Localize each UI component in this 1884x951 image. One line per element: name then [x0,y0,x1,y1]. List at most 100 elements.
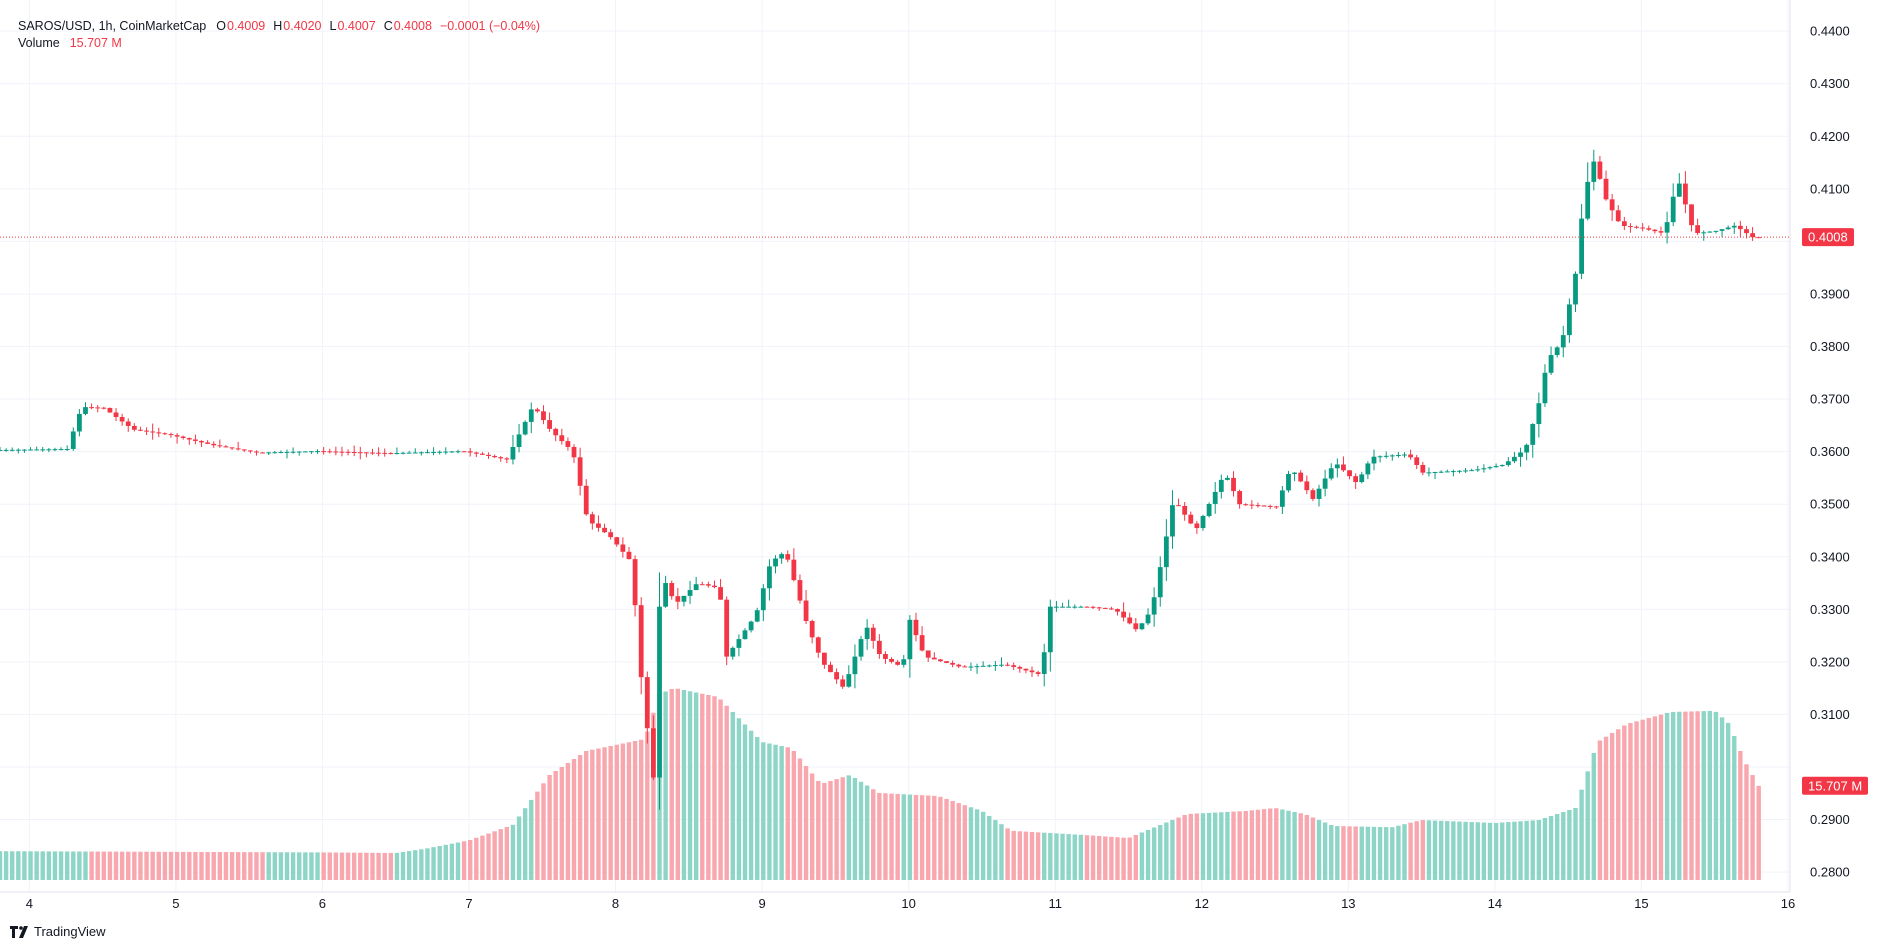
volume-bar [1603,736,1609,880]
candle-body [1066,606,1072,608]
volume-bar [864,785,870,880]
candle-body [1560,335,1566,348]
candle-body [156,432,162,434]
change-value: −0.0001 (−0.04%) [439,19,541,33]
volume-bar [1414,821,1419,880]
volume-bar [1383,827,1389,880]
volume-bar [425,848,430,880]
tradingview-logo[interactable]: TradingView [10,924,106,939]
candle-body [254,451,259,453]
candle-body [968,666,974,668]
volume-bar [919,795,925,880]
volume-bar [327,852,332,880]
volume-bar [1158,825,1163,880]
volume-bar [248,852,253,880]
candle-body [522,421,528,435]
candle-body [144,430,149,432]
volume-bar [144,851,149,880]
candle-body [1396,454,1401,456]
candle-body [1707,231,1713,233]
candle-body [1090,606,1096,608]
candle-body [553,428,559,436]
volume-bar [840,777,845,880]
candle-body [1133,623,1139,630]
candle-body [547,420,552,429]
volume-bar [1127,837,1132,880]
candle-body [1145,614,1151,624]
volume-bar [1219,812,1224,880]
volume-bar [272,852,277,880]
candle-body [834,672,839,680]
time-tick-label: 9 [758,896,765,911]
volume-bar [706,695,711,880]
volume-bar [663,691,668,880]
volume-bar [370,852,375,880]
candle-body [1115,608,1120,612]
candle-body [1218,479,1224,492]
last-price-tag-text: 0.4008 [1808,230,1848,245]
volume-bar [1426,820,1432,880]
volume-bar [541,783,546,880]
candle-body [687,590,693,596]
candle-body [1249,504,1255,506]
candle-body [1737,225,1743,230]
candle-body [1695,225,1701,234]
candle-body [480,453,485,455]
symbol-title[interactable]: SAROS/USD, 1h, CoinMarketCap [18,19,207,33]
candle-body [1469,470,1475,472]
candle-body [846,674,852,687]
candle-body [504,458,510,460]
volume-bar [1377,826,1383,880]
volume-bar [846,775,852,880]
volume-bar [1670,711,1676,880]
candle-body [736,639,742,648]
time-tick-label: 14 [1488,896,1502,911]
candle-body [779,554,785,559]
volume-bar [748,730,754,880]
volume-bar [394,852,400,880]
volume-bar [504,826,510,880]
candle-body [1121,611,1127,618]
volume-bar [547,775,552,880]
candle-body [1054,606,1059,608]
candle-body [1420,464,1426,473]
volume-bar [388,852,394,880]
volume-bar [1243,811,1248,880]
candle-body [1176,505,1181,507]
candle-body [577,457,583,486]
volume-bar [303,852,308,880]
volume-bar [871,789,876,880]
volume-bar [174,851,180,880]
candle-body [266,452,272,454]
candle-body [296,451,302,453]
candle-body [437,451,443,453]
price-tick-label: 0.2800 [1810,865,1850,880]
candle-body [174,435,180,437]
candle-body [40,449,46,451]
volume-bar [358,852,363,880]
candle-body [1487,467,1493,469]
candle-body [498,457,504,459]
price-tick-label: 0.4200 [1810,129,1850,144]
price-tick-label: 0.2900 [1810,812,1850,827]
volume-bar [1011,830,1016,880]
volume-bar [101,851,107,880]
volume-bar [138,851,143,880]
volume-bar [620,743,626,880]
candle-body [931,657,937,660]
volume-label[interactable]: Volume [18,36,60,50]
volume-bar [1261,809,1267,880]
candle-body [89,407,94,409]
volume-bar [584,751,589,880]
candle-body [309,451,314,453]
volume-bar [907,794,913,880]
candle-body [339,451,345,453]
volume-bar [1445,821,1450,880]
volume-bar [351,852,357,880]
volume-bar [1402,824,1407,880]
candle-body [1676,183,1682,197]
candle-body [193,439,198,441]
candle-body [858,639,864,657]
candle-body [608,532,614,538]
